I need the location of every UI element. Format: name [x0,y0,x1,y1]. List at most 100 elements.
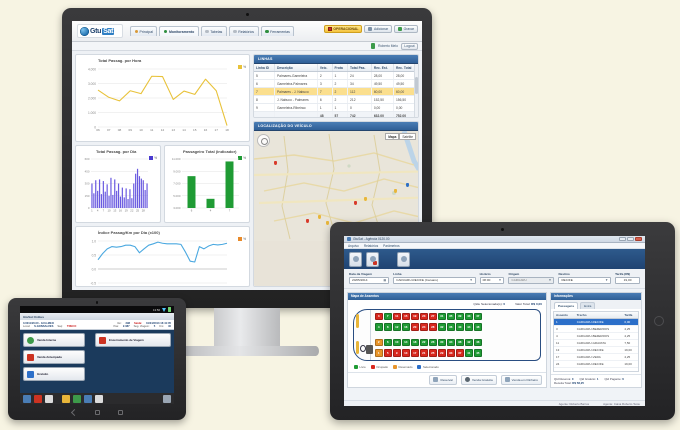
seat-3[interactable]: 3 [375,312,383,320]
chevron-down-icon[interactable]: ▼ [498,278,502,283]
seat-25[interactable]: 25 [429,349,437,357]
tab-passagens[interactable]: Passagens [554,301,579,309]
seat-41[interactable]: 41 [465,349,473,357]
map-pin-vehicle[interactable] [318,215,321,219]
column-header[interactable]: Frota [332,64,349,72]
card-icon[interactable] [62,394,70,403]
table-row[interactable]: 17 CARUARU-VERA 4,25 [554,353,638,361]
logout-button[interactable]: Logout [400,42,418,50]
tab-relatorios[interactable]: Relatórios [228,26,259,36]
seat-44[interactable]: 44 [465,323,473,331]
passenger-remove-icon[interactable] [366,251,379,267]
seat-18[interactable]: 18 [411,338,419,346]
table-row[interactable]: 3 CARUARU-BEZERROS 4,25 [554,325,638,333]
seat-4[interactable]: 4 [375,323,383,331]
cash-sale-button[interactable]: Venda em Dinheiro [500,374,542,385]
tab-principal[interactable]: Principal [130,26,158,36]
seat-30[interactable]: 30 [438,338,446,346]
destination-select[interactable]: RECIFE ▼ [558,277,612,284]
origin-select[interactable]: CARUARU ▼ [508,277,555,284]
seat-43[interactable]: 43 [465,312,473,320]
seat-13[interactable]: 13 [402,349,410,357]
map-pin-vehicle[interactable] [364,197,367,201]
seat-14[interactable]: 14 [402,338,410,346]
reserve-button[interactable]: Reservar [429,374,458,385]
column-header[interactable]: Veíc. [317,64,333,72]
column-header[interactable]: Total Pas. [347,64,372,72]
minimize-button[interactable] [619,236,626,242]
seat-27[interactable]: 27 [429,312,437,320]
seat-5[interactable]: 5 [384,349,392,357]
menu-parametros[interactable]: Parâmetros [383,243,400,248]
printer-icon[interactable] [84,394,92,403]
tab-extra[interactable]: Extra [580,301,596,309]
map-pin-vehicle[interactable] [326,221,329,225]
column-header[interactable]: Linha ID [254,64,275,72]
seat-33[interactable]: 33 [447,349,455,357]
column-header[interactable]: Tarifa [622,311,638,319]
column-header[interactable]: Descrição [274,64,318,72]
chevron-down-icon[interactable]: ▼ [469,278,473,283]
seat-46[interactable]: 46 [474,338,482,346]
seat-29[interactable]: 29 [438,349,446,357]
seat-22[interactable]: 22 [420,338,428,346]
date-input[interactable]: 20/05/2014 ▦ [349,277,390,284]
tab-tabelas[interactable]: Tabelas [200,26,227,36]
map-pin-vehicle[interactable] [406,183,409,187]
seat-11[interactable]: 11 [393,312,401,320]
tablet-home-button[interactable] [654,316,664,326]
seat-40[interactable]: 40 [456,323,464,331]
recents-icon[interactable] [117,409,123,415]
seat-6[interactable]: 6 [384,338,392,346]
seat-47[interactable]: 47 [474,312,482,320]
seat-48[interactable]: 48 [474,323,482,331]
seat-36[interactable]: 36 [447,323,455,331]
seat-1[interactable]: 1 [375,349,383,357]
qr-icon[interactable] [163,394,171,403]
swap-icon[interactable] [45,394,53,403]
seat-2[interactable]: 2 [375,338,383,346]
table-row[interactable]: 7 Palmares - J. Nabuco 7 2 112 60,00 60,00 [254,87,418,96]
scrollbar-thumb[interactable] [415,77,418,95]
seat-19[interactable]: 19 [411,312,419,320]
seat-31[interactable]: 31 [438,312,446,320]
tab-monitoramento[interactable]: Monitoramento [159,26,199,36]
map-type-satelite[interactable]: Satélite [399,133,416,140]
btn-encerramento-viagem[interactable]: Encerramento de Viagem [95,333,171,347]
line-select[interactable]: CARUARU-RECIFE (Caruaru) ▼ [393,277,476,284]
menu-arquivo[interactable]: Arquivo [348,243,359,248]
column-header[interactable]: Trecho [574,311,623,319]
home-icon[interactable] [94,409,100,415]
seat-45[interactable]: 45 [474,349,482,357]
seat-24[interactable]: 24 [420,323,428,331]
seat-10[interactable]: 10 [393,338,401,346]
user-add-icon[interactable] [73,394,81,403]
map-pin-vehicle[interactable] [306,219,309,223]
seat-26[interactable]: 26 [429,338,437,346]
table-row[interactable]: 11 CARUARU-GRAVATA 7,50 [554,339,638,347]
seat-20[interactable]: 20 [411,323,419,331]
person-icon[interactable] [23,394,31,403]
seat-16[interactable]: 16 [402,323,410,331]
seat-34[interactable]: 34 [447,338,455,346]
map-type-mapa[interactable]: Mapa [385,133,400,140]
column-header[interactable]: Assento [554,311,575,319]
medical-icon[interactable] [34,394,42,403]
free-sale-button[interactable]: Venda Gratuita [461,374,497,385]
table-row[interactable]: 4 CARUARU-BEZERROS 4,25 [554,332,638,340]
seat-39[interactable]: 39 [456,312,464,320]
seat-7[interactable]: 7 [384,312,392,320]
map-pin-vehicle[interactable] [354,201,357,205]
table-row[interactable]: 6 Gameleira-Palmares 3 2 34 49,50 49,50 [254,79,418,88]
lines-table-scrollbar[interactable] [414,64,418,117]
table-row[interactable]: 5 Palmares-Gameleira 2 1 24 28,00 28,00 [254,71,418,80]
maximize-button[interactable] [627,236,634,242]
table-row[interactable]: 13 CARUARU-RECIFE 19,00 [554,346,638,354]
seat-37[interactable]: 37 [456,349,464,357]
print-icon[interactable] [397,251,410,267]
seat-17[interactable]: 17 [411,349,419,357]
table-row[interactable]: 8 J. Nabuco - Palmares 6 2 212 152,50 156,50 [254,95,418,104]
seat-42[interactable]: 42 [465,338,473,346]
btn-venda-interna[interactable]: Venda Interna [23,333,85,347]
seat-8[interactable]: 8 [384,323,392,331]
